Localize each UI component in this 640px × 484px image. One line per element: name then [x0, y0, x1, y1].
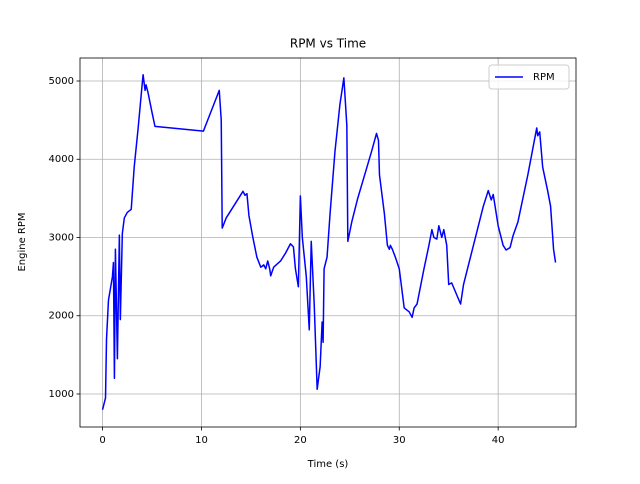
legend-label: RPM: [533, 72, 555, 83]
x-tick-label: 0: [99, 435, 105, 446]
x-tick-label: 40: [492, 435, 505, 446]
y-tick-label: 5000: [49, 76, 74, 87]
y-axis-label: Engine RPM: [17, 212, 28, 271]
x-axis-label: Time (s): [307, 459, 349, 470]
legend-box: [488, 64, 570, 90]
chart-title: RPM vs Time: [290, 37, 366, 51]
y-tick-label: 2000: [49, 311, 74, 322]
y-tick-label: 3000: [49, 232, 74, 243]
y-tick-label: 4000: [49, 154, 74, 165]
x-tick-label: 30: [393, 435, 406, 446]
y-tick-label: 1000: [49, 389, 74, 400]
plot-frame: [79, 57, 577, 428]
data-line: [101, 73, 557, 410]
x-tick-label: 10: [195, 435, 208, 446]
x-tick-label: 20: [294, 435, 307, 446]
